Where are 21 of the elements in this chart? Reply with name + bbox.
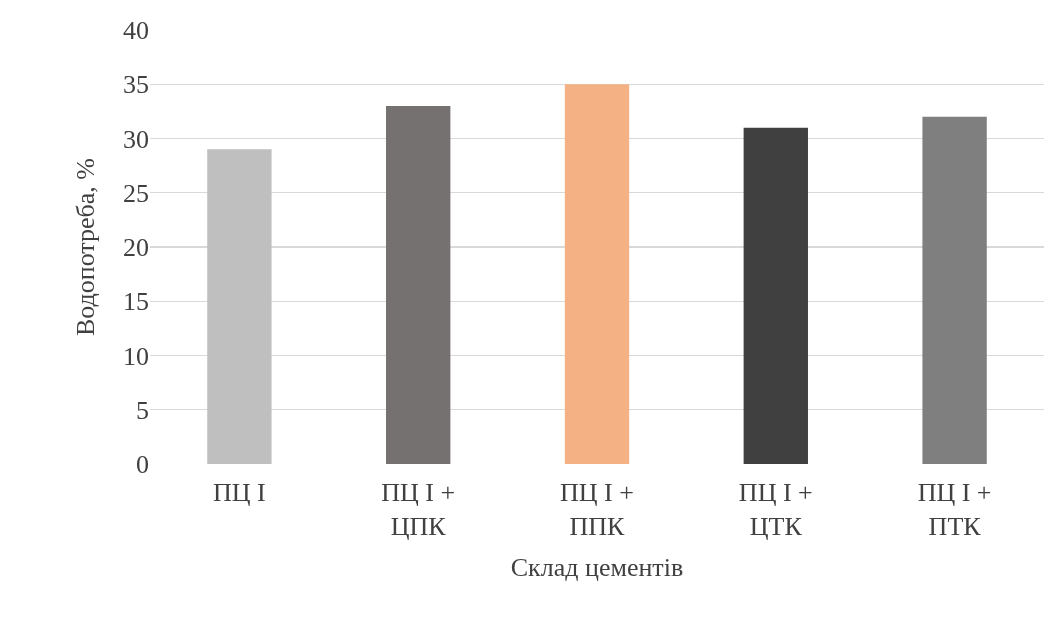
y-tick-label: 40: [123, 16, 149, 46]
y-tick-label: 35: [123, 70, 149, 100]
y-tick-label: 25: [123, 178, 149, 208]
x-tick-label: ПЦ І + ЦТК: [738, 478, 813, 541]
bar: [386, 105, 451, 464]
y-tick-label: 0: [136, 450, 149, 480]
y-axis-title: Водопотреба, %: [71, 157, 101, 337]
bar: [922, 116, 987, 464]
y-tick-label: 5: [136, 395, 149, 425]
x-tick-label: ПЦ І + ПТК: [917, 478, 992, 541]
bar: [564, 84, 630, 464]
y-tick-label: 20: [123, 233, 149, 263]
x-tick-label: ПЦ І: [213, 478, 266, 507]
x-tick-label: ПЦ І + ЦПК: [381, 478, 456, 541]
x-axis-title: Склад цементів: [510, 553, 684, 583]
y-tick-label: 30: [123, 124, 149, 154]
y-tick-label: 15: [123, 287, 149, 317]
bar: [743, 127, 808, 464]
y-tick-label: 10: [123, 341, 149, 371]
bar: [207, 149, 272, 464]
x-tick-label: ПЦ І + ППК: [560, 478, 634, 541]
